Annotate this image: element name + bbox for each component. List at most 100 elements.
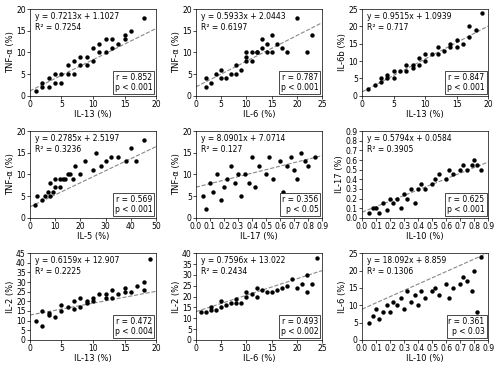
- Point: [417, 289, 425, 294]
- Point: [370, 82, 378, 88]
- Point: [209, 189, 217, 195]
- Point: [384, 75, 392, 81]
- Point: [262, 41, 270, 47]
- Y-axis label: TNF-α (%): TNF-α (%): [6, 31, 15, 73]
- Point: [122, 159, 130, 165]
- Y-axis label: TNF-α (%): TNF-α (%): [172, 31, 181, 73]
- Point: [459, 41, 467, 47]
- Point: [223, 176, 231, 182]
- Point: [262, 289, 270, 295]
- Point: [445, 167, 453, 173]
- Point: [398, 295, 406, 301]
- Point: [140, 137, 147, 143]
- Point: [44, 189, 52, 195]
- Point: [293, 15, 301, 21]
- Point: [76, 304, 84, 310]
- Point: [202, 206, 210, 212]
- Point: [61, 176, 69, 182]
- Point: [389, 200, 397, 206]
- Text: y = 0.7213x + 1.1027
R² = 0.7254: y = 0.7213x + 1.1027 R² = 0.7254: [35, 12, 119, 32]
- Point: [234, 172, 242, 177]
- Point: [258, 45, 266, 51]
- Point: [390, 69, 398, 75]
- Point: [421, 295, 429, 301]
- Point: [222, 75, 230, 81]
- Point: [31, 202, 39, 208]
- Point: [407, 186, 415, 192]
- Point: [207, 307, 215, 313]
- Point: [108, 45, 116, 51]
- Point: [386, 196, 394, 201]
- Y-axis label: IL-6b (%): IL-6b (%): [338, 34, 347, 71]
- Text: r = 0.847
p < 0.001: r = 0.847 p < 0.001: [447, 73, 484, 92]
- X-axis label: IL-5 (%): IL-5 (%): [77, 232, 109, 241]
- Point: [386, 309, 394, 315]
- Point: [468, 289, 475, 294]
- Point: [132, 159, 140, 165]
- Point: [89, 299, 97, 304]
- Point: [403, 196, 411, 201]
- Point: [421, 51, 429, 57]
- Point: [56, 184, 64, 190]
- Text: r = 0.472
p < 0.004: r = 0.472 p < 0.004: [114, 317, 152, 337]
- Point: [64, 304, 72, 310]
- Point: [428, 51, 436, 57]
- Text: r = 0.356
p < 0.05: r = 0.356 p < 0.05: [282, 195, 318, 214]
- Point: [472, 27, 480, 33]
- Point: [38, 324, 46, 330]
- Point: [456, 282, 464, 287]
- Point: [464, 167, 471, 173]
- Point: [446, 44, 454, 50]
- Y-axis label: TNF-α (%): TNF-α (%): [6, 154, 15, 196]
- Point: [246, 180, 254, 186]
- Point: [470, 157, 478, 163]
- Point: [202, 75, 210, 81]
- Point: [312, 154, 320, 160]
- Point: [308, 32, 316, 38]
- Point: [212, 71, 220, 77]
- Point: [375, 316, 383, 322]
- Point: [365, 210, 373, 216]
- Point: [252, 294, 260, 300]
- Point: [288, 154, 296, 160]
- Point: [412, 200, 420, 206]
- Text: r = 0.852
p < 0.001: r = 0.852 p < 0.001: [115, 73, 152, 92]
- Point: [96, 41, 104, 47]
- Point: [276, 159, 284, 165]
- Point: [212, 307, 220, 313]
- Point: [48, 189, 56, 195]
- Text: y = 0.7596x + 13.022
R² = 0.2434: y = 0.7596x + 13.022 R² = 0.2434: [201, 256, 285, 276]
- Point: [96, 49, 104, 55]
- Text: r = 0.361
p < 0.03: r = 0.361 p < 0.03: [448, 317, 484, 337]
- Point: [232, 62, 240, 68]
- Point: [297, 150, 305, 156]
- Point: [41, 193, 49, 199]
- Y-axis label: IL-17 (%): IL-17 (%): [336, 156, 344, 193]
- Point: [255, 163, 263, 169]
- Point: [242, 49, 250, 55]
- Point: [262, 172, 270, 177]
- Point: [217, 298, 225, 304]
- Point: [108, 287, 116, 293]
- Point: [45, 312, 53, 318]
- Point: [379, 309, 387, 315]
- Point: [478, 167, 486, 173]
- Point: [402, 62, 410, 68]
- Point: [269, 176, 277, 182]
- Point: [288, 276, 296, 282]
- Point: [440, 48, 448, 54]
- Point: [428, 289, 436, 294]
- Point: [76, 62, 84, 68]
- Point: [428, 181, 436, 187]
- X-axis label: IL-6 (%): IL-6 (%): [243, 110, 276, 119]
- Point: [197, 309, 205, 315]
- Point: [450, 285, 458, 291]
- Point: [207, 80, 215, 86]
- Point: [242, 289, 250, 295]
- Point: [66, 172, 74, 177]
- X-axis label: IL-13 (%): IL-13 (%): [74, 110, 112, 119]
- Point: [220, 184, 228, 190]
- Point: [120, 37, 128, 42]
- Point: [459, 162, 467, 168]
- Point: [375, 210, 383, 216]
